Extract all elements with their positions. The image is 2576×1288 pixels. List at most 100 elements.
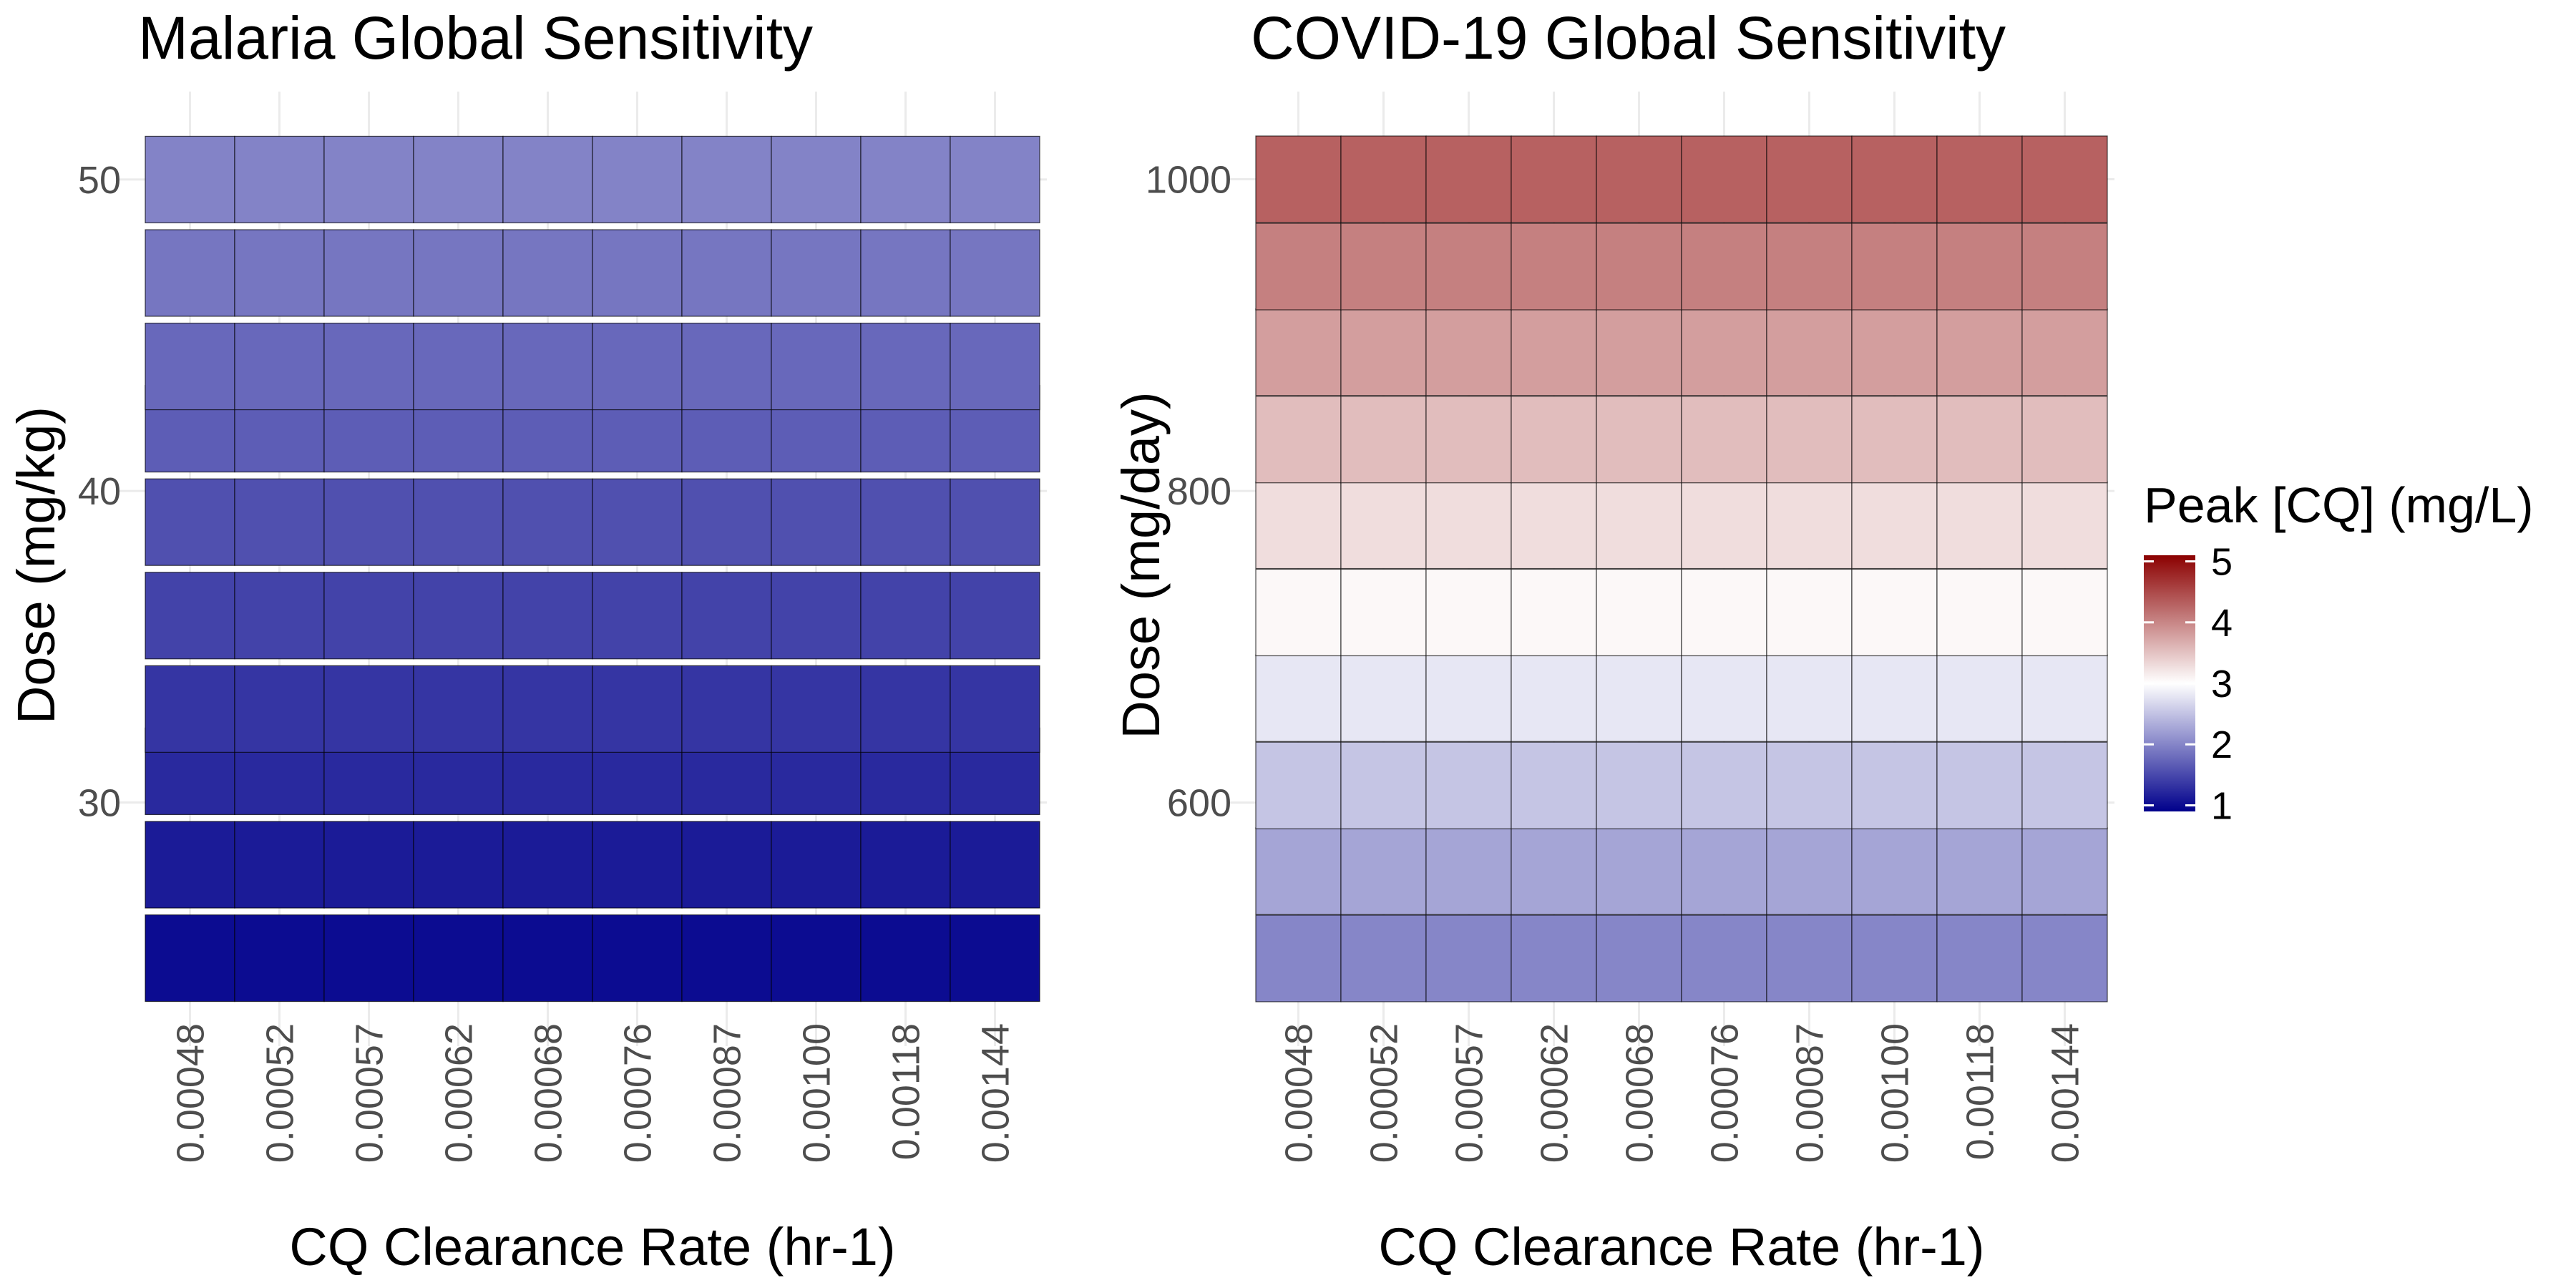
covid-heatmap-tile bbox=[2021, 308, 2108, 396]
covid-heatmap-tile bbox=[1936, 568, 2023, 657]
covid-heatmap-tile bbox=[1340, 308, 1427, 396]
covid-heatmap-tile bbox=[1255, 827, 1342, 915]
covid-heatmap-tile bbox=[1340, 135, 1427, 223]
covid-heatmap-tile bbox=[1255, 741, 1342, 829]
malaria-heatmap-tile bbox=[681, 572, 772, 660]
malaria-heatmap-tile bbox=[145, 821, 235, 909]
malaria-heatmap-tile bbox=[502, 665, 593, 753]
malaria-heatmap-tile bbox=[860, 322, 951, 411]
covid-heatmap-tile bbox=[1851, 654, 1938, 742]
malaria-heatmap-tile bbox=[145, 572, 235, 660]
covid-heatmap-tile bbox=[1425, 914, 1512, 1002]
covid-heatmap-tile bbox=[1511, 223, 1597, 311]
covid-heatmap-tile bbox=[1255, 396, 1342, 484]
malaria-heatmap-tile bbox=[413, 229, 504, 317]
malaria-x-tick-label: 0.00076 bbox=[617, 1023, 660, 1163]
covid-heatmap-tile bbox=[2021, 827, 2108, 915]
covid-heatmap-tile bbox=[1596, 135, 1682, 223]
malaria-heatmap-tile bbox=[771, 821, 862, 909]
malaria-heatmap-tile bbox=[950, 322, 1040, 411]
malaria-x-tick-label: 0.00048 bbox=[170, 1023, 213, 1163]
malaria-heatmap-tile bbox=[323, 821, 414, 909]
covid-x-tick-label: 0.00062 bbox=[1533, 1023, 1576, 1163]
malaria-heatmap-tile bbox=[234, 572, 325, 660]
covid-heatmap-tile bbox=[1936, 914, 2023, 1002]
malaria-heatmap-tile bbox=[413, 478, 504, 566]
covid-heatmap-tile bbox=[1766, 741, 1853, 829]
covid-heatmap-tile bbox=[1255, 481, 1342, 570]
covid-heatmap-tile bbox=[1851, 396, 1938, 484]
malaria-heatmap-tile bbox=[592, 135, 683, 224]
covid-heatmap-tile bbox=[1851, 568, 1938, 657]
covid-heatmap-tile bbox=[2021, 135, 2108, 223]
covid-x-tick-label: 0.00052 bbox=[1363, 1023, 1406, 1163]
covid-heatmap-tile bbox=[1340, 827, 1427, 915]
malaria-heatmap-tile bbox=[860, 572, 951, 660]
malaria-heatmap-tile bbox=[234, 821, 325, 909]
malaria-heatmap-tile bbox=[681, 135, 772, 224]
covid-heatmap-tile bbox=[1511, 741, 1597, 829]
covid-heatmap-tile bbox=[1425, 481, 1512, 570]
covid-heatmap-tile bbox=[1851, 308, 1938, 396]
malaria-heatmap-tile bbox=[681, 229, 772, 317]
covid-heatmap-tile bbox=[1340, 481, 1427, 570]
covid-heatmap-tile bbox=[1681, 308, 1767, 396]
malaria-heatmap-tile bbox=[592, 322, 683, 411]
covid-heatmap-tile bbox=[1511, 308, 1597, 396]
covid-heatmap-tile bbox=[1340, 396, 1427, 484]
malaria-heatmap-tile bbox=[592, 665, 683, 753]
malaria-heatmap-tile bbox=[860, 135, 951, 224]
covid-heatmap-tile bbox=[1255, 654, 1342, 742]
covid-heatmap-tile bbox=[1851, 914, 1938, 1002]
malaria-x-ticks: 0.00048 0.00052 0.00057 0.00062 0.00068 0.000… bbox=[170, 1023, 1018, 1163]
malaria-heatmap-tile bbox=[234, 229, 325, 317]
covid-heatmap-tile bbox=[1766, 568, 1853, 657]
malaria-y-tick-label: 50 bbox=[78, 159, 121, 202]
malaria-heatmap-tile bbox=[234, 665, 325, 753]
covid-heatmap-tile bbox=[1851, 481, 1938, 570]
covid-heatmap-tile bbox=[1425, 308, 1512, 396]
malaria-x-tick-label: 0.00118 bbox=[885, 1023, 928, 1160]
covid-heatmap-tile bbox=[1851, 223, 1938, 311]
malaria-y-tick-label: 30 bbox=[78, 781, 121, 824]
covid-heatmap-tile bbox=[1255, 308, 1342, 396]
malaria-heatmap-tile bbox=[681, 821, 772, 909]
covid-heatmap-tile bbox=[1340, 741, 1427, 829]
covid-chart-title: COVID-19 Global Sensitivity bbox=[1251, 4, 2006, 72]
malaria-heatmap-tile bbox=[950, 665, 1040, 753]
malaria-heatmap-tile bbox=[681, 478, 772, 566]
covid-heatmap-tile bbox=[1681, 914, 1767, 1002]
malaria-heatmap-tile bbox=[413, 572, 504, 660]
legend-tick-label: 5 bbox=[2211, 541, 2233, 584]
legend-tick-label: 1 bbox=[2211, 784, 2233, 827]
covid-heatmap-tile bbox=[1766, 914, 1853, 1002]
malaria-y-axis-label: Dose (mg/kg) bbox=[6, 406, 66, 724]
malaria-heatmap-tile bbox=[771, 665, 862, 753]
covid-heatmap-tile bbox=[1340, 914, 1427, 1002]
malaria-heatmap-tile bbox=[323, 914, 414, 1002]
covid-heatmap-tile bbox=[1511, 914, 1597, 1002]
malaria-heatmap-tile bbox=[771, 478, 862, 566]
covid-y-ticks: 600 800 1000 bbox=[1146, 159, 1231, 825]
covid-x-axis-label: CQ Clearance Rate (hr-1) bbox=[1378, 1217, 1984, 1277]
malaria-heatmap-tile bbox=[413, 135, 504, 224]
malaria-heatmap-tile bbox=[681, 914, 772, 1002]
covid-heatmap-tile bbox=[1596, 741, 1682, 829]
covid-heatmap-tile bbox=[1766, 223, 1853, 311]
malaria-chart-title: Malaria Global Sensitivity bbox=[138, 4, 813, 72]
malaria-heatmap-tile bbox=[502, 229, 593, 317]
covid-heatmap-tile bbox=[2021, 568, 2108, 657]
covid-x-tick-label: 0.00068 bbox=[1619, 1023, 1662, 1163]
malaria-heatmap-tile bbox=[950, 821, 1040, 909]
malaria-heatmap-tile bbox=[502, 572, 593, 660]
malaria-heatmap-tile bbox=[502, 322, 593, 411]
malaria-heatmap-tile bbox=[681, 322, 772, 411]
covid-heatmap-tile bbox=[1681, 481, 1767, 570]
malaria-heatmap-tile bbox=[592, 572, 683, 660]
legend-tick-label: 4 bbox=[2211, 602, 2233, 645]
covid-heatmap-tile bbox=[1425, 223, 1512, 311]
covid-heatmap-tile bbox=[2021, 481, 2108, 570]
